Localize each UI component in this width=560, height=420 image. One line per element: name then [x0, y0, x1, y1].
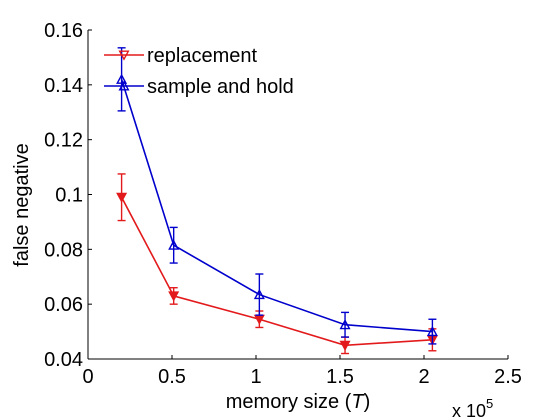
x-tick-label: 0: [82, 366, 93, 388]
x-axis-multiplier-exponent: 5: [486, 396, 493, 411]
data-point: [168, 291, 180, 302]
legend: replacement sample and hold: [104, 45, 294, 98]
x-tick-label: 1.5: [326, 366, 354, 388]
x-axis-label: memory size (T): [226, 391, 370, 413]
y-tick-label: 0.08: [44, 239, 83, 261]
data-point: [116, 192, 128, 203]
axes: 0 0.5 1 1.5 2 2.5 0.04 0.06 0.08 0.1 0.12 0.14 0.16: [44, 20, 522, 388]
data-point: [253, 288, 265, 300]
legend-marker: [118, 50, 130, 61]
x-tick-label: 2.5: [494, 366, 522, 388]
y-axis-label: false negative: [11, 143, 33, 266]
x-axis-label-variable: T: [351, 391, 365, 413]
data-point: [339, 340, 351, 351]
x-tick-label: 1: [250, 366, 261, 388]
legend-marker: [118, 80, 130, 91]
y-tick-label: 0.16: [44, 20, 83, 42]
x-tick-label: 2: [418, 366, 429, 388]
legend-label: replacement: [147, 45, 258, 67]
x-axis-multiplier: x 105: [452, 396, 493, 420]
y-tick-label: 0.04: [44, 349, 83, 371]
data-point: [426, 325, 438, 337]
y-tick-label: 0.14: [44, 75, 83, 97]
data-point: [168, 239, 180, 250]
plot-area: [116, 47, 438, 355]
data-point: [339, 319, 351, 330]
legend-label: sample and hold: [147, 76, 294, 98]
x-tick-label: 0.5: [158, 366, 186, 388]
y-tick-label: 0.06: [44, 294, 83, 316]
y-tick-label: 0.12: [44, 130, 83, 152]
y-tick-label: 0.1: [55, 185, 83, 207]
data-point: [116, 73, 128, 84]
series-sample-and-hold: [116, 47, 438, 345]
